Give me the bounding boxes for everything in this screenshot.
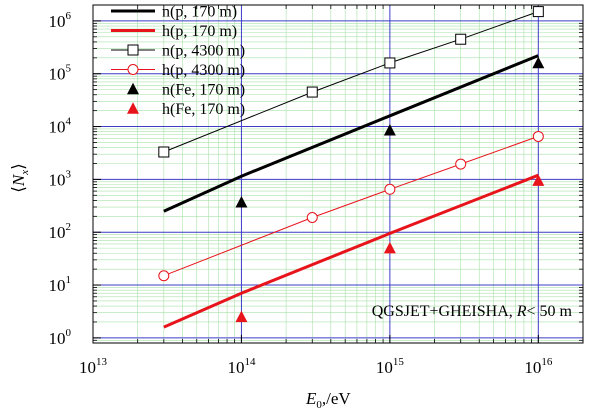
y-tick-label-exponent: 5 [66,63,72,75]
y-tick-label-base: 10 [49,329,66,348]
data-point [532,6,544,18]
legend: n(p, 170 m) h(p, 170 m) n(p, 4300 m) h(p, 4… [111,4,245,118]
x-tick-labels: 1013 1014 1015 1016 [79,356,553,377]
x-tick-label-base: 10 [376,358,393,377]
annotation-rest: < 50 m [527,303,573,320]
annotation-italic: R [516,303,527,320]
series-5 [235,56,545,208]
data-point [383,124,396,136]
y-tick-label: 103 [49,168,72,189]
y-tick-label-base: 10 [49,276,66,295]
x-tick-label-base: 10 [524,358,541,377]
series-line [163,54,539,213]
series-1 [163,54,539,213]
y-tick-label: 105 [49,63,72,84]
y-axis-title-left: ⟨ [9,186,28,193]
data-point [532,174,545,186]
y-tick-label-exponent: 1 [66,274,72,286]
y-tick-label-exponent: 3 [66,168,72,180]
y-tick-label: 102 [49,221,72,242]
y-tick-label: 106 [49,10,72,31]
data-point [532,56,545,69]
axis-ticks [92,5,583,343]
legend-swatch-marker [127,102,139,114]
legend-label: h(Fe, 170 m) [162,101,245,118]
y-tick-label-base: 10 [49,170,66,189]
x-tick-label: 1013 [79,356,108,377]
data-point [158,146,170,158]
x-tick-label-exponent: 14 [244,356,256,368]
data-point [384,183,396,195]
series-line [163,135,539,277]
x-tick-label-exponent: 15 [393,356,405,368]
y-tick-label-base: 10 [49,12,66,31]
legend-label: h(p, 4300 m) [162,62,245,79]
series-2 [163,173,539,329]
data-point [235,195,248,208]
legend-swatch-marker [127,82,139,95]
data-point [455,158,467,170]
legend-item: n(p, 170 m) [111,4,237,21]
data-point [306,86,318,98]
legend-item: n(Fe, 170 m) [127,82,245,99]
y-tick-label-exponent: 2 [66,221,72,233]
y-axis-title-sub: x [19,170,31,176]
series-6 [235,174,545,323]
legend-label: n(p, 170 m) [162,4,237,21]
data-point [306,211,318,223]
major-grid [93,5,583,343]
y-tick-label-exponent: 6 [66,10,72,22]
x-axis-title-rest: ,/eV [322,389,352,408]
y-tick-label-exponent: 4 [66,116,72,128]
annotation-main: QGSJET+GHEISHA, [372,303,517,320]
legend-label: n(Fe, 170 m) [162,82,245,99]
legend-swatch-marker [127,64,139,75]
legend-item: h(Fe, 170 m) [127,101,245,118]
x-tick-label: 1016 [524,356,553,377]
data-point [532,130,544,142]
y-tick-label: 100 [49,327,72,348]
x-axis-title-sub: 0 [316,399,322,411]
data-point [158,270,170,282]
legend-item: h(p, 4300 m) [111,62,245,79]
legend-swatch-marker [127,44,139,56]
data-point [384,57,396,69]
annotation-text: QGSJET+GHEISHA, R< 50 m [372,303,573,320]
series-4 [158,130,544,282]
y-axis-title-main: N [9,173,28,187]
y-axis-title-right: ⟩ [9,163,28,170]
legend-item: n(p, 4300 m) [111,43,245,60]
y-tick-label-base: 10 [49,65,66,84]
series-3 [158,6,544,158]
plot-frame [92,4,584,344]
x-tick-label: 1015 [376,356,405,377]
y-axis-title: ⟨Nx⟩ [9,163,31,193]
x-tick-label: 1014 [227,356,256,377]
x-axis-title-main: E [305,389,317,408]
x-tick-label-base: 10 [79,358,96,377]
y-tick-label: 101 [49,274,72,295]
legend-label: h(p, 170 m) [162,23,237,40]
y-tick-label-base: 10 [49,223,66,242]
data-point [235,310,248,323]
data-point [455,33,467,45]
data-point [383,241,396,254]
x-tick-label-base: 10 [227,358,244,377]
y-tick-label: 104 [49,116,72,137]
series-line [163,173,539,329]
y-tick-label-base: 10 [49,118,66,137]
x-tick-label-exponent: 16 [541,356,553,368]
x-axis-title: E0,/eV [305,389,351,411]
legend-label: n(p, 4300 m) [162,43,245,60]
series-layer [158,6,545,329]
x-tick-label-exponent: 13 [96,356,108,368]
legend-item: h(p, 170 m) [111,23,237,40]
y-tick-label-exponent: 0 [66,327,72,339]
minor-grid [93,5,583,343]
